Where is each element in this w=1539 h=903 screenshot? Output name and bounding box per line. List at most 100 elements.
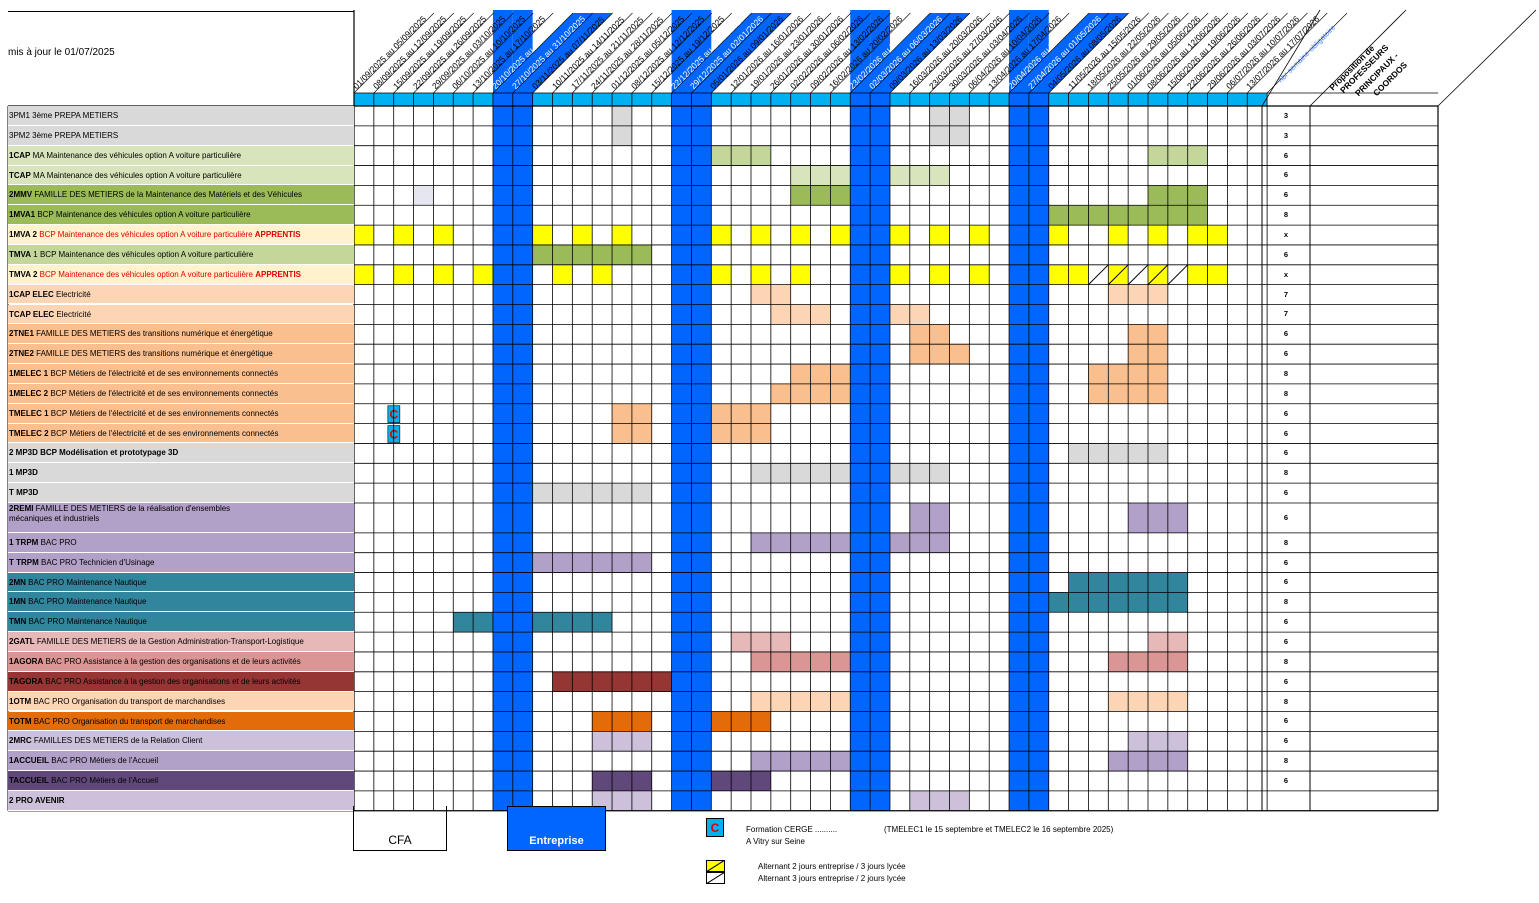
header-diag <box>572 12 653 94</box>
class-row-label: TMELEC 2 BCP Métiers de l'électricité et… <box>8 423 354 444</box>
class-title: BCP Modélisation et prototypage 3D <box>37 448 179 458</box>
fill-block <box>433 225 454 245</box>
fill-block <box>592 771 652 791</box>
header-diag <box>830 12 911 94</box>
header-diag <box>1266 12 1348 94</box>
class-row-label: 2GATL FAMILLE DES METIERS de la Gestion … <box>8 632 354 652</box>
fill-block <box>889 165 950 186</box>
class-row-label: TAGORA BAC PRO Assistance à la gestion d… <box>8 671 354 692</box>
class-code: 1 MP3D <box>9 468 38 478</box>
header-diag <box>1207 12 1288 94</box>
class-code: TMVA 2 <box>9 269 38 279</box>
week-count: 6 <box>1283 448 1289 458</box>
class-row-label: 3PM1 3ème PREPA METIERS <box>8 106 354 126</box>
header-diag <box>1008 12 1090 94</box>
week-count: 8 <box>1283 696 1289 706</box>
fill-block <box>790 264 811 285</box>
class-title: BAC PRO Maintenance Nautique <box>25 597 147 607</box>
class-row-label: 1MVA 2 BCP Maintenance des véhicules opt… <box>8 225 354 245</box>
week-count: x <box>1283 230 1289 240</box>
header-diag <box>969 12 1050 94</box>
week-count: 3 <box>1283 110 1289 120</box>
fill-block <box>1148 185 1208 206</box>
fill-block <box>711 423 771 444</box>
class-code: TAGORA <box>9 676 44 686</box>
fill-block <box>592 731 652 752</box>
header-diag <box>949 12 1030 94</box>
entreprise-label: Entreprise <box>529 835 584 847</box>
week-count: 6 <box>1283 577 1289 587</box>
week-count: 8 <box>1283 468 1289 478</box>
class-title: BAC PRO Maintenance Nautique <box>25 577 147 587</box>
alt1-swatch-icon <box>706 860 725 872</box>
header-diag <box>651 12 732 94</box>
hatch-line <box>1107 264 1129 286</box>
week-count: 6 <box>1283 150 1289 160</box>
week-count: 8 <box>1283 756 1289 766</box>
week-count: 6 <box>1283 512 1289 522</box>
apprentis-tag: APPRENTIS <box>255 269 302 279</box>
class-code: 1CAP ELEC <box>9 289 54 299</box>
entreprise-box: Entreprise <box>507 806 606 851</box>
week-count: x <box>1283 269 1289 279</box>
class-title: FAMILLES DES METIERS de la Relation Clie… <box>31 736 203 746</box>
class-code: 2TNE2 <box>9 349 34 359</box>
holiday-col <box>691 10 712 811</box>
class-row-label: T TRPM BAC PRO Technicien d'Usinage <box>8 552 354 573</box>
class-row-label: 2 MP3D BCP Modélisation et prototypage 3… <box>8 443 354 464</box>
class-title: BCP Maintenance des véhicules option A v… <box>37 269 256 279</box>
fill-block <box>790 185 851 206</box>
holiday-header-band <box>691 13 792 93</box>
header-diag <box>453 12 534 94</box>
header-diag <box>1108 12 1189 94</box>
fill-block <box>711 711 771 732</box>
fill-block <box>790 225 811 245</box>
holiday-header-band <box>671 13 772 93</box>
class-row-label: 2MMV FAMILLE DES METIERS de la Maintenan… <box>8 185 354 206</box>
cerge-swatch: C <box>706 818 724 837</box>
header-diag <box>492 12 574 94</box>
fill-block <box>1148 225 1168 245</box>
class-title: BAC PRO Organisation du transport de mar… <box>31 696 226 706</box>
fill-block <box>1148 145 1208 166</box>
class-title: BAC PRO Maintenance Nautique <box>26 617 147 627</box>
class-row-label: TACCUEIL BAC PRO Métiers de l'Accueil <box>8 771 354 791</box>
header-diag <box>1187 12 1268 94</box>
header-diag <box>711 12 792 94</box>
week-count: 6 <box>1283 716 1289 726</box>
class-row-label: TMELEC 1 BCP Métiers de l'électricité et… <box>8 403 354 424</box>
week-count: 6 <box>1283 329 1289 339</box>
header-diag <box>1167 12 1249 94</box>
week-count: 7 <box>1283 289 1289 299</box>
hatch-line <box>1088 264 1109 286</box>
class-code: 3PM1 <box>9 111 30 120</box>
class-code: 1CAP <box>9 150 31 160</box>
class-row-label: 1OTM BAC PRO Organisation du transport d… <box>8 691 354 712</box>
fill-block <box>612 225 632 245</box>
header-diag <box>393 12 474 94</box>
class-code: 2 MP3D <box>9 448 38 458</box>
class-row-label: T MP3D <box>8 483 354 503</box>
fill-block <box>969 225 990 245</box>
holiday-col <box>671 10 692 811</box>
alt2-text: Alternant 3 jours entreprise / 2 jours l… <box>758 874 906 883</box>
class-title: BAC PRO Organisation du transport de mar… <box>31 716 226 726</box>
week-count: 8 <box>1283 210 1289 220</box>
holiday-header-band <box>1028 13 1129 93</box>
class-code: 2TNE1 <box>9 329 34 339</box>
header-diag <box>671 12 752 94</box>
header-diag <box>1068 12 1149 94</box>
class-row-label: TCAP MA Maintenance des véhicules option… <box>8 165 354 186</box>
week-count: 6 <box>1283 617 1289 627</box>
holiday-header-band <box>1009 13 1109 93</box>
week-count: 6 <box>1283 775 1289 785</box>
hatch-line <box>1127 264 1149 286</box>
alt2-swatch-icon <box>706 872 725 884</box>
week-count: 6 <box>1283 408 1289 418</box>
holiday-header-band <box>492 13 593 93</box>
class-code: 1MELEC 1 <box>9 369 49 379</box>
fill-block <box>1048 592 1188 613</box>
fill-block <box>929 225 950 245</box>
week-count: 6 <box>1283 488 1289 498</box>
